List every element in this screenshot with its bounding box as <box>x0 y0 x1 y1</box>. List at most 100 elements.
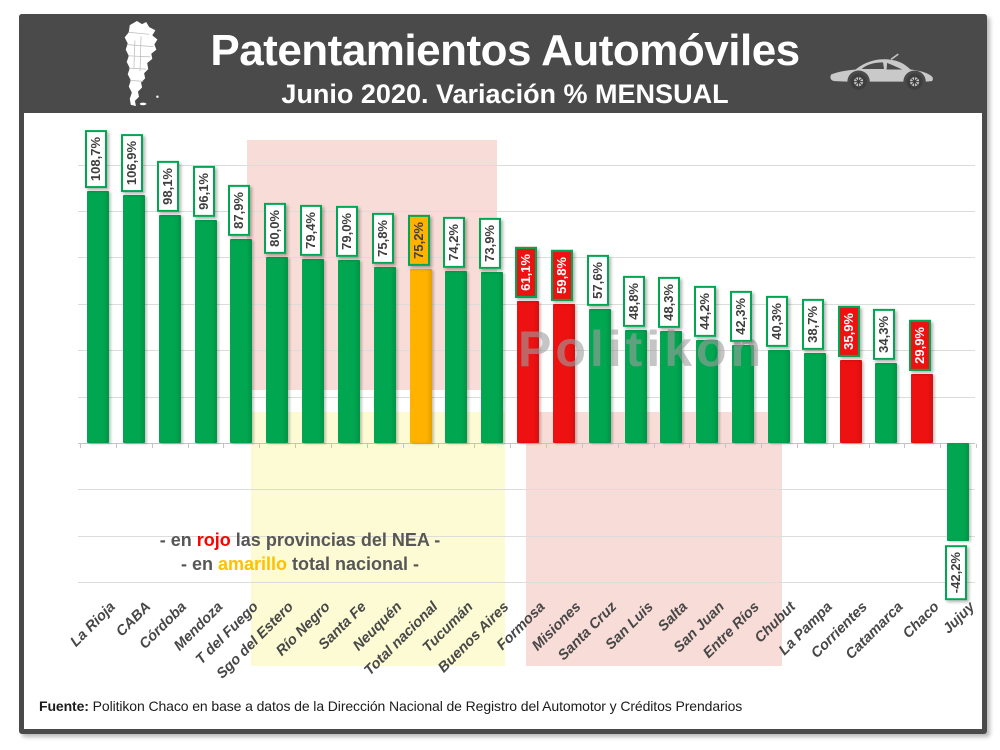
value-label: 106,9% <box>121 133 143 192</box>
axis-tick <box>438 444 439 448</box>
value-label: -42,2% <box>945 545 967 601</box>
bar-entre-ríos <box>732 345 754 443</box>
bar-buenos-aires <box>481 272 503 443</box>
value-label: 79,4% <box>300 205 322 256</box>
source-note: Fuente: Politikon Chaco en base a datos … <box>39 698 742 714</box>
axis-tick <box>618 444 619 448</box>
source-label: Fuente: <box>39 698 89 714</box>
value-label: 75,2% <box>408 215 430 266</box>
value-label: 38,7% <box>802 299 824 350</box>
bar-mendoza <box>195 220 217 443</box>
value-label: 108,7% <box>85 129 107 188</box>
axis-tick <box>510 444 511 448</box>
value-label: 40,3% <box>766 296 788 347</box>
legend-text: - en <box>159 530 197 550</box>
axis-tick <box>797 444 798 448</box>
axis-tick <box>833 444 834 448</box>
value-label: 87,9% <box>228 185 250 236</box>
legend-text: - en <box>180 554 218 574</box>
color-legend: - en rojo las provincias del NEA -- en a… <box>119 528 481 576</box>
axis-tick <box>259 444 260 448</box>
value-label: 44,2% <box>694 286 716 337</box>
value-label: 48,3% <box>658 277 680 328</box>
bar-t-del-fuego <box>230 239 252 443</box>
legend-text: las provincias del NEA - <box>230 530 441 550</box>
bar-salta <box>660 331 682 443</box>
axis-tick <box>80 444 81 448</box>
highlight-pink-right <box>526 412 782 666</box>
axis-tick <box>331 444 332 448</box>
bar-san-juan <box>696 340 718 443</box>
gridline <box>78 536 975 537</box>
axis-tick <box>116 444 117 448</box>
value-label: 59,8% <box>551 250 573 301</box>
axis-tick <box>904 444 905 448</box>
page-title: Patentamientos Automóviles <box>210 26 800 75</box>
value-label: 35,9% <box>838 306 860 357</box>
axis-tick <box>474 444 475 448</box>
legend-line: - en rojo las provincias del NEA - <box>119 528 481 552</box>
axis-tick <box>689 444 690 448</box>
axis-tick <box>188 444 189 448</box>
axis-tick <box>367 444 368 448</box>
axis-tick <box>976 444 977 448</box>
bar-san-luis <box>625 330 647 443</box>
axis-tick <box>403 444 404 448</box>
value-label: 98,1% <box>157 161 179 212</box>
bar-total-nacional <box>410 269 432 443</box>
bar-sgo-del-estero <box>266 257 288 443</box>
axis-tick <box>869 444 870 448</box>
bar-jujuy <box>947 443 969 541</box>
bar-corrientes <box>840 360 862 443</box>
bar-río-negro <box>302 259 324 443</box>
value-label: 61,1% <box>515 247 537 298</box>
axis-tick <box>223 444 224 448</box>
value-label: 74,2% <box>443 217 465 268</box>
watermark: Politikon <box>518 321 766 377</box>
bar-caba <box>123 195 145 443</box>
value-label: 79,0% <box>336 206 358 257</box>
axis-tick <box>654 444 655 448</box>
gridline <box>78 582 975 583</box>
highlight-yellow-total-nacional <box>251 412 505 666</box>
axis-tick <box>725 444 726 448</box>
axis-tick <box>546 444 547 448</box>
bar-misiones <box>553 304 575 443</box>
value-label: 75,8% <box>372 213 394 264</box>
argentina-map-icon <box>124 21 159 106</box>
legend-keyword-yellow: amarillo <box>217 554 288 574</box>
value-label: 34,3% <box>873 309 895 360</box>
gridline <box>78 165 975 166</box>
value-label: 48,8% <box>623 276 645 327</box>
page-subtitle: Junio 2020. Variación % MENSUAL <box>281 79 729 109</box>
axis-tick <box>295 444 296 448</box>
bar-córdoba <box>159 215 181 443</box>
axis-tick <box>940 444 941 448</box>
axis-tick <box>582 444 583 448</box>
axis-tick <box>761 444 762 448</box>
bar-catamarca <box>875 363 897 443</box>
gridline <box>78 489 975 490</box>
legend-line: - en amarillo total nacional - <box>119 552 481 576</box>
bar-la-pampa <box>804 353 826 443</box>
bar-tucumán <box>445 271 467 443</box>
value-label: 73,9% <box>479 218 501 269</box>
header-banner <box>19 14 987 113</box>
value-label: 57,6% <box>587 255 609 306</box>
bar-chubut <box>768 350 790 443</box>
value-label: 80,0% <box>264 203 286 254</box>
bar-santa-cruz <box>589 309 611 443</box>
value-label: 96,1% <box>193 166 215 217</box>
value-label: 29,9% <box>909 320 931 371</box>
x-axis-line <box>78 443 975 444</box>
legend-keyword-red: rojo <box>196 530 231 550</box>
bar-santa-fe <box>338 260 360 443</box>
car-icon <box>830 53 933 90</box>
source-text: Politikon Chaco en base a datos de la Di… <box>92 698 743 714</box>
gridline <box>78 211 975 212</box>
bar-la-rioja <box>87 191 109 443</box>
bar-formosa <box>517 301 539 443</box>
axis-tick <box>152 444 153 448</box>
value-label: 42,3% <box>730 291 752 342</box>
